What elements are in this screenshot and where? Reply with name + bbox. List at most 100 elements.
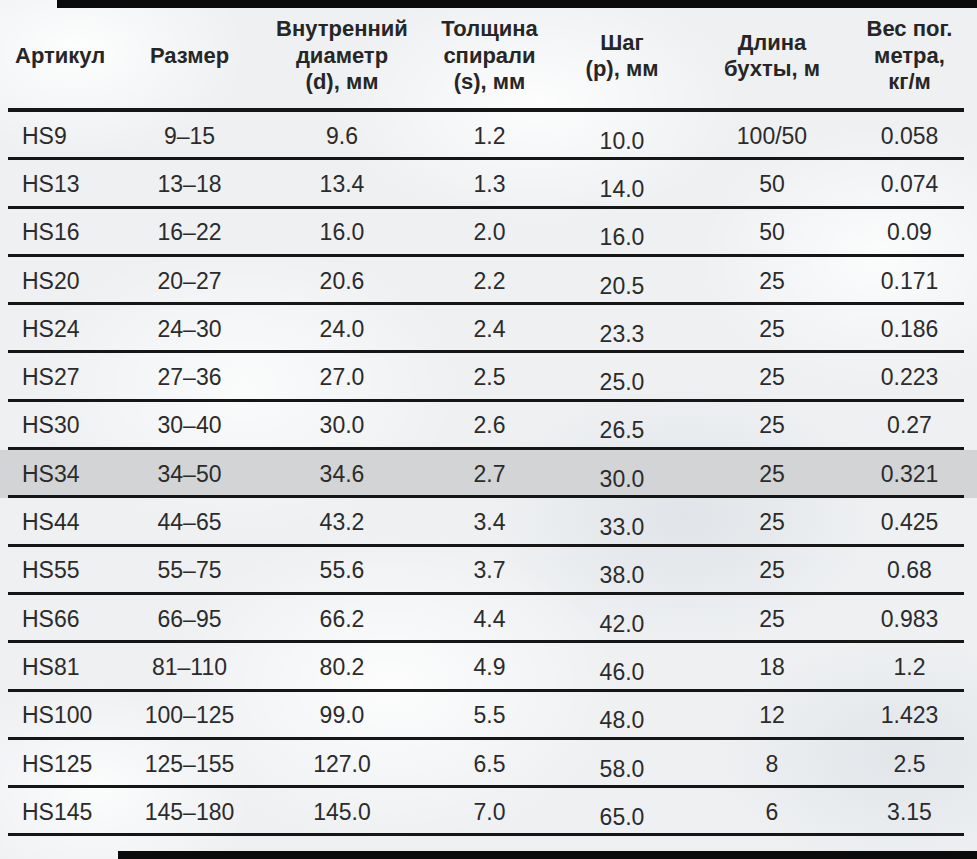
header-inner-diameter: Внутренний диаметр (d), мм — [247, 16, 437, 95]
table-row: HS24 24–30 24.0 2.4 23.3 25 0.186 — [0, 305, 977, 353]
header-article: Артикул — [0, 43, 132, 69]
length-cell: 25 — [702, 316, 842, 343]
hose-spec-table: Артикул Размер Внутренний диаметр (d), м… — [0, 0, 977, 836]
length-cell: 25 — [702, 606, 842, 633]
thickness-cell: 2.5 — [437, 364, 542, 391]
size-cell: 30–40 — [132, 412, 247, 439]
thickness-cell: 4.4 — [437, 606, 542, 633]
diameter-cell: 34.6 — [247, 461, 437, 488]
article-cell: HS20 — [0, 268, 132, 295]
pitch-cell: 10.0 — [542, 128, 702, 155]
table-row: HS125 125–155 127.0 6.5 58.0 8 2.5 — [0, 740, 977, 788]
size-cell: 145–180 — [132, 799, 247, 826]
header-coil-length: Длина бухты, м — [702, 30, 842, 83]
length-cell: 6 — [702, 799, 842, 826]
weight-cell: 0.074 — [842, 171, 977, 198]
article-cell: HS145 — [0, 799, 132, 826]
diameter-cell: 99.0 — [247, 702, 437, 729]
weight-cell: 0.321 — [842, 461, 977, 488]
length-cell: 25 — [702, 461, 842, 488]
thickness-cell: 5.5 — [437, 702, 542, 729]
size-cell: 66–95 — [132, 606, 247, 633]
bottom-black-bar — [118, 851, 977, 859]
article-cell: HS125 — [0, 751, 132, 778]
table-row: HS20 20–27 20.6 2.2 20.5 25 0.171 — [0, 257, 977, 305]
length-cell: 18 — [702, 654, 842, 681]
length-cell: 25 — [702, 364, 842, 391]
pitch-cell: 33.0 — [542, 514, 702, 541]
weight-cell: 1.423 — [842, 702, 977, 729]
thickness-cell: 2.2 — [437, 268, 542, 295]
weight-cell: 0.983 — [842, 606, 977, 633]
diameter-cell: 24.0 — [247, 316, 437, 343]
diameter-cell: 80.2 — [247, 654, 437, 681]
diameter-cell: 55.6 — [247, 557, 437, 584]
size-cell: 44–65 — [132, 509, 247, 536]
weight-cell: 0.058 — [842, 123, 977, 150]
pitch-cell: 65.0 — [542, 804, 702, 831]
table-row: HS100 100–125 99.0 5.5 48.0 12 1.423 — [0, 692, 977, 740]
size-cell: 81–110 — [132, 654, 247, 681]
length-cell: 100/50 — [702, 123, 842, 150]
article-cell: HS27 — [0, 364, 132, 391]
weight-cell: 0.425 — [842, 509, 977, 536]
header-size: Размер — [132, 43, 247, 69]
thickness-cell: 2.4 — [437, 316, 542, 343]
pitch-cell: 23.3 — [542, 321, 702, 348]
weight-cell: 2.5 — [842, 751, 977, 778]
article-cell: HS44 — [0, 509, 132, 536]
table-row: HS81 81–110 80.2 4.9 46.0 18 1.2 — [0, 643, 977, 691]
size-cell: 13–18 — [132, 171, 247, 198]
pitch-cell: 42.0 — [542, 611, 702, 638]
pitch-cell: 46.0 — [542, 659, 702, 686]
length-cell: 25 — [702, 557, 842, 584]
diameter-cell: 145.0 — [247, 799, 437, 826]
header-spiral-thickness: Толщина спирали (s), мм — [437, 16, 542, 95]
size-cell: 24–30 — [132, 316, 247, 343]
table-row: HS9 9–15 9.6 1.2 10.0 100/50 0.058 — [0, 112, 977, 160]
size-cell: 125–155 — [132, 751, 247, 778]
article-cell: HS30 — [0, 412, 132, 439]
weight-cell: 1.2 — [842, 654, 977, 681]
article-cell: HS13 — [0, 171, 132, 198]
size-cell: 55–75 — [132, 557, 247, 584]
size-cell: 100–125 — [132, 702, 247, 729]
diameter-cell: 9.6 — [247, 123, 437, 150]
thickness-cell: 7.0 — [437, 799, 542, 826]
table-row: HS44 44–65 43.2 3.4 33.0 25 0.425 — [0, 498, 977, 546]
size-cell: 20–27 — [132, 268, 247, 295]
article-cell: HS81 — [0, 654, 132, 681]
page-background: Артикул Размер Внутренний диаметр (d), м… — [0, 0, 977, 859]
size-cell: 16–22 — [132, 219, 247, 246]
header-pitch: Шаг (p), мм — [542, 30, 702, 83]
thickness-cell: 3.4 — [437, 509, 542, 536]
length-cell: 25 — [702, 509, 842, 536]
article-cell: HS16 — [0, 219, 132, 246]
table-row: HS27 27–36 27.0 2.5 25.0 25 0.223 — [0, 353, 977, 401]
header-weight-per-meter: Вес пог. метра, кг/м — [842, 16, 977, 95]
table-header-row: Артикул Размер Внутренний диаметр (d), м… — [0, 0, 977, 112]
length-cell: 50 — [702, 171, 842, 198]
diameter-cell: 20.6 — [247, 268, 437, 295]
pitch-cell: 16.0 — [542, 224, 702, 251]
weight-cell: 0.27 — [842, 412, 977, 439]
pitch-cell: 48.0 — [542, 707, 702, 734]
thickness-cell: 6.5 — [437, 751, 542, 778]
weight-cell: 0.09 — [842, 219, 977, 246]
article-cell: HS100 — [0, 702, 132, 729]
pitch-cell: 14.0 — [542, 176, 702, 203]
thickness-cell: 3.7 — [437, 557, 542, 584]
table-row-highlighted: HS34 34–50 34.6 2.7 30.0 25 0.321 — [0, 450, 977, 498]
thickness-cell: 2.0 — [437, 219, 542, 246]
article-cell: HS66 — [0, 606, 132, 633]
pitch-cell: 26.5 — [542, 417, 702, 444]
thickness-cell: 2.6 — [437, 412, 542, 439]
diameter-cell: 30.0 — [247, 412, 437, 439]
diameter-cell: 66.2 — [247, 606, 437, 633]
article-cell: HS9 — [0, 123, 132, 150]
weight-cell: 0.68 — [842, 557, 977, 584]
pitch-cell: 58.0 — [542, 756, 702, 783]
size-cell: 27–36 — [132, 364, 247, 391]
length-cell: 25 — [702, 412, 842, 439]
table-row: HS145 145–180 145.0 7.0 65.0 6 3.15 — [0, 788, 977, 836]
